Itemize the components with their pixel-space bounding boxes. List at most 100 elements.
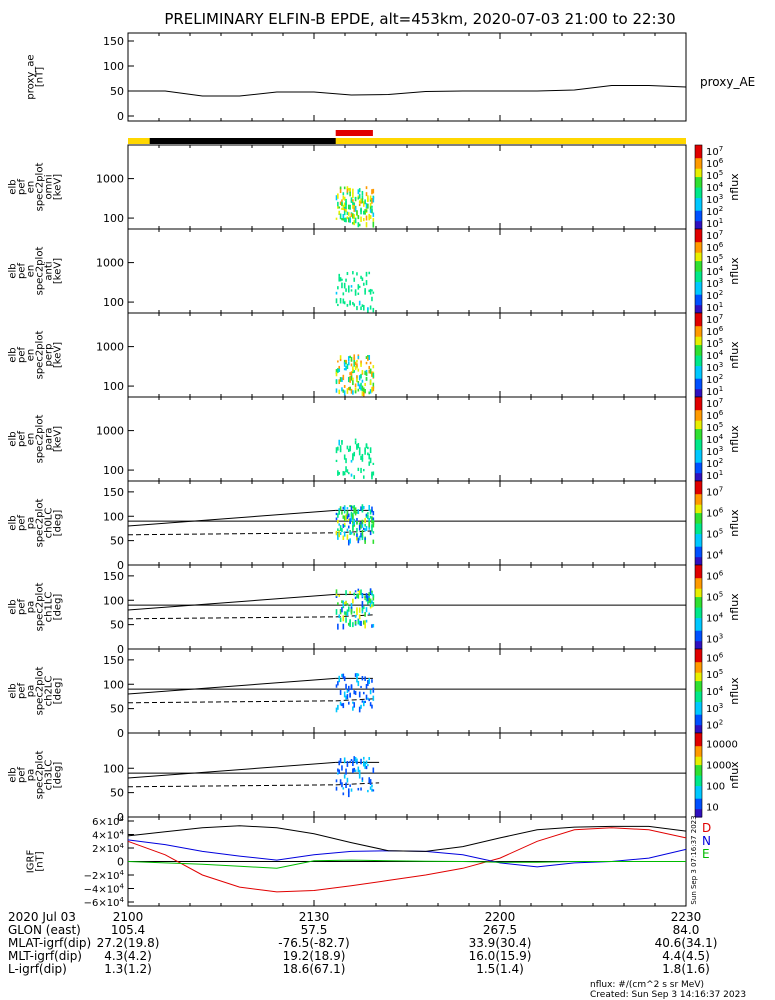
spectrogram-cell [362, 760, 365, 767]
colorbar-segment [695, 531, 702, 535]
colorbar-segment [695, 426, 702, 430]
spectrogram-cell [357, 382, 360, 387]
colorbar-segment [695, 777, 702, 780]
colorbar-segment [695, 688, 702, 692]
colorbar-segment [695, 176, 702, 180]
spectrogram-cell [357, 593, 360, 599]
anti-loss-cone-line [335, 530, 373, 534]
loss-cone-line [127, 761, 336, 779]
colorbar-segment [695, 317, 702, 320]
spectrogram-cell [368, 517, 371, 521]
colorbar-segment [695, 247, 702, 251]
panel-frame [127, 144, 687, 230]
spectrogram-cell [361, 379, 364, 383]
spectrogram-cell [354, 207, 357, 212]
anti-loss-cone-line [335, 698, 373, 702]
colorbar-segment [695, 392, 702, 396]
colorbar-segment [695, 329, 702, 333]
colorbar-segment [695, 680, 702, 684]
colorbar-segment [695, 460, 702, 463]
orbit-value: 4.4(4.5) [662, 949, 710, 963]
spectrogram-cell [352, 199, 354, 202]
spectrogram-cell [345, 217, 347, 223]
y-axis-label: [deg] [53, 510, 64, 537]
colorbar-segment [695, 478, 702, 482]
spectrogram-cell [345, 617, 347, 623]
spectrogram-cell [352, 706, 354, 711]
spectrogram-cell [354, 507, 357, 512]
spectrogram-cell [365, 593, 368, 599]
x-tick-label: 2200 [485, 910, 516, 924]
colorbar-tick-label: 105 [706, 337, 723, 350]
colorbar-segment [695, 201, 702, 205]
spectrogram-cell [371, 524, 373, 528]
colorbar-segment [695, 287, 702, 291]
spectrogram-cell [354, 673, 357, 677]
spectrogram-cell [364, 523, 366, 527]
colorbar-segment [695, 764, 702, 768]
spectrogram-cell [357, 284, 360, 290]
anti-loss-cone-line [127, 532, 336, 536]
spectrogram-cell [358, 447, 361, 453]
colorbar-segment [695, 451, 702, 455]
colorbar-segment [695, 579, 702, 583]
panel-frame [127, 32, 687, 122]
colorbar-segment [695, 386, 702, 390]
colorbar-tick-label: 107 [706, 229, 723, 242]
spectrogram-cell [342, 523, 345, 528]
colorbar-segment [695, 378, 702, 381]
colorbar-tick-label: 105 [706, 169, 723, 182]
colorbar-segment [695, 338, 702, 341]
colorbar-segment [695, 327, 702, 331]
colorbar-segment [695, 722, 702, 726]
colorbar-segment [695, 770, 702, 774]
spectrogram-cell [358, 223, 361, 227]
spectrogram-cell [371, 604, 373, 608]
colorbar-segment [695, 707, 702, 711]
spectrogram-cell [364, 595, 366, 599]
orbit-row-label: MLAT-igrf(dip) [8, 936, 91, 950]
colorbar-segment [695, 399, 702, 402]
colorbar-segment [695, 149, 702, 152]
colorbar-segment [695, 575, 702, 579]
spectrogram-cell [349, 692, 351, 698]
y-tick-label: 1000 [96, 341, 124, 354]
colorbar-segment [695, 264, 702, 268]
y-tick-label: 150 [103, 654, 124, 667]
spectrogram-cell [358, 285, 361, 288]
y-axis-label: en [26, 265, 37, 278]
spectrogram-cell [368, 595, 371, 600]
colorbar-segment [695, 342, 702, 346]
colorbar-segment [695, 153, 702, 157]
spectrogram-cell [368, 522, 371, 528]
legend-D: D [702, 821, 711, 835]
y-axis-label: pef [17, 431, 28, 448]
spectrogram-cell [352, 377, 354, 381]
spectrogram-cell [362, 468, 365, 472]
colorbar-segment [695, 791, 702, 795]
spectrogram-cell [337, 772, 339, 775]
spectrogram-cell [346, 513, 349, 520]
spectrogram-cell [368, 391, 371, 395]
colorbar-segment [695, 604, 702, 608]
y-axis-label: pa [26, 769, 37, 781]
spectrogram-cell [347, 685, 350, 692]
y-axis-label: [deg] [53, 594, 64, 621]
spectrogram-cell [371, 784, 373, 788]
y-axis-label: pef [17, 263, 28, 280]
y-tick-label: 150 [103, 486, 124, 499]
spectrogram-cell [372, 623, 375, 628]
colorbar-segment [695, 638, 702, 642]
colorbar-segment [695, 371, 702, 375]
y-tick-label: −6×104 [84, 896, 125, 909]
spectrogram-cell [345, 278, 347, 282]
spectrogram-cell [341, 387, 343, 392]
spectrogram-cell [362, 527, 365, 530]
spectrogram-cell [358, 375, 361, 381]
y-tick-label: 100 [103, 464, 124, 477]
spectrogram-cell [369, 389, 372, 394]
spectrogram-cell [353, 207, 356, 212]
colorbar-segment [695, 331, 702, 335]
spectrogram-cell [341, 440, 343, 445]
spectrogram-cell [362, 475, 365, 479]
